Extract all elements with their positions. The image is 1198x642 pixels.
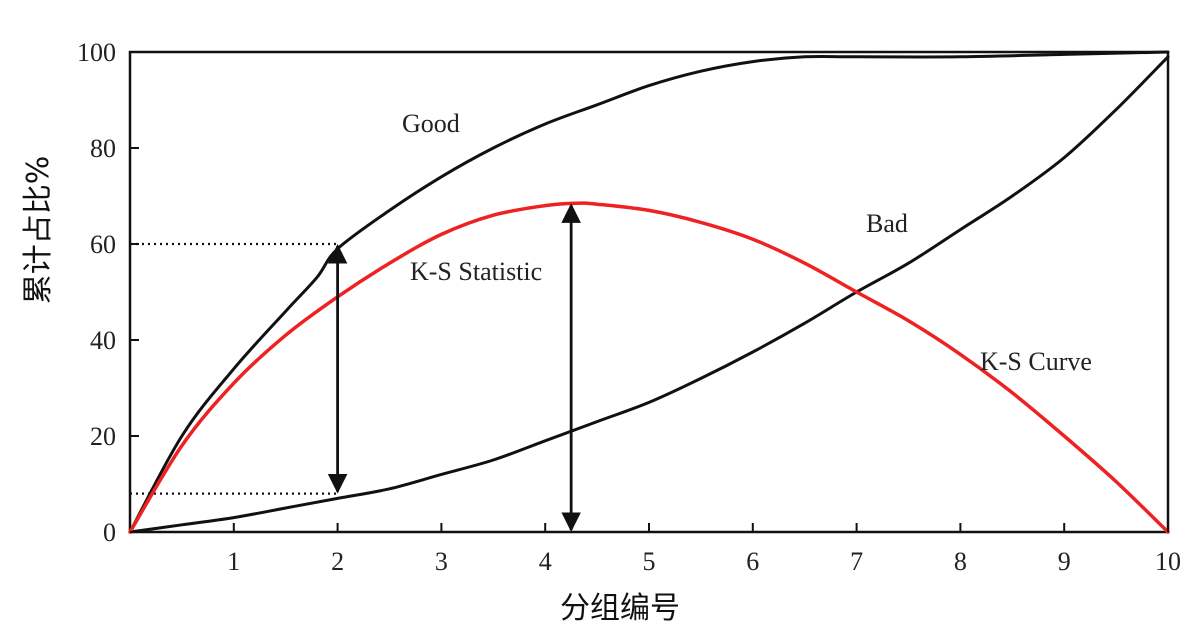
- plot-frame: [128, 50, 1170, 534]
- y-tick-label-0: 0: [103, 518, 116, 547]
- y-axis-title: 累计占比%: [21, 156, 56, 305]
- series-line-k-s-curve: [128, 201, 1170, 534]
- x-axis-title: 分组编号: [560, 591, 680, 626]
- annotation-ks-curve: K-S Curve: [980, 347, 1092, 376]
- x-tick-label-9: 9: [1058, 547, 1071, 576]
- x-tick-label-5: 5: [643, 547, 656, 576]
- y-axis-ticks: 0 20 40 60 80 100: [77, 38, 139, 547]
- x-tick-label-10: 10: [1155, 547, 1181, 576]
- x-tick-label-4: 4: [539, 547, 552, 576]
- y-tick-label-40: 40: [90, 326, 116, 355]
- x-tick-label-1: 1: [227, 547, 240, 576]
- arrow-layer: [327, 203, 581, 532]
- x-tick-label-3: 3: [435, 547, 448, 576]
- x-axis-ticks: 1 2 3 4 5 6 7 8 9 10: [227, 523, 1181, 576]
- y-tick-label-60: 60: [90, 230, 116, 259]
- x-tick-label-6: 6: [746, 547, 759, 576]
- reference-lines: [130, 242, 338, 495]
- y-tick-label-80: 80: [90, 134, 116, 163]
- series-layer: [128, 50, 1170, 534]
- series-line-bad: [128, 55, 1170, 534]
- y-tick-label-100: 100: [77, 38, 116, 67]
- series-line-good: [128, 50, 1170, 534]
- annotation-good: Good: [402, 109, 460, 138]
- y-tick-label-20: 20: [90, 422, 116, 451]
- x-tick-label-2: 2: [331, 547, 344, 576]
- x-tick-label-7: 7: [850, 547, 863, 576]
- x-tick-label-8: 8: [954, 547, 967, 576]
- annotation-bad: Bad: [866, 209, 908, 238]
- annotation-ks-statistic: K-S Statistic: [410, 257, 542, 286]
